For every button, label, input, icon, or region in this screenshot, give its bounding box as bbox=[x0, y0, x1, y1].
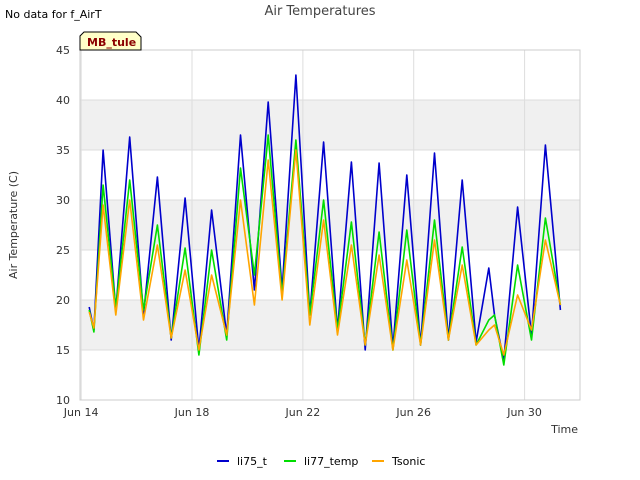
site-tag-box bbox=[79, 31, 142, 51]
x-axis-ticks: Jun 14 Jun 18 Jun 22 Jun 26 Jun 30 bbox=[63, 406, 542, 419]
y-tick-label: 30 bbox=[56, 194, 70, 207]
no-data-note: No data for f_AirT bbox=[5, 8, 102, 21]
plot-frame bbox=[79, 49, 581, 401]
y-tick-label: 45 bbox=[56, 44, 70, 57]
legend-label-li77-temp: li77_temp bbox=[304, 455, 358, 468]
x-tick-label: Jun 18 bbox=[174, 406, 210, 419]
y-tick-label: 15 bbox=[56, 344, 70, 357]
y-tick-label: 40 bbox=[56, 94, 70, 107]
grid-band bbox=[80, 100, 580, 150]
y-tick-label: 35 bbox=[56, 144, 70, 157]
legend: li75_t li77_temp Tsonic bbox=[217, 455, 425, 468]
chart-title: Air Temperatures bbox=[264, 4, 375, 19]
x-tick-label: Jun 14 bbox=[63, 406, 99, 419]
x-tick-label: Jun 30 bbox=[506, 406, 542, 419]
site-tag: MB_tule bbox=[79, 31, 142, 51]
site-tag-label: MB_tule bbox=[87, 36, 136, 49]
y-tick-label: 10 bbox=[56, 394, 70, 407]
series-line-li75-t bbox=[88, 74, 562, 361]
y-axis-label: Air Temperature (C) bbox=[7, 171, 20, 279]
y-axis-ticks: 10 15 20 25 30 35 40 45 bbox=[56, 44, 70, 407]
x-tick-label: Jun 26 bbox=[395, 406, 431, 419]
series-layer bbox=[88, 74, 562, 366]
series-line-li77-temp bbox=[88, 134, 562, 366]
x-axis-label: Time bbox=[550, 423, 578, 436]
legend-label-li75-t: li75_t bbox=[237, 455, 268, 468]
y-tick-label: 25 bbox=[56, 244, 70, 257]
y-tick-label: 20 bbox=[56, 294, 70, 307]
series-line-Tsonic bbox=[88, 149, 562, 356]
x-tick-label: Jun 22 bbox=[285, 406, 321, 419]
legend-label-Tsonic: Tsonic bbox=[391, 455, 425, 468]
